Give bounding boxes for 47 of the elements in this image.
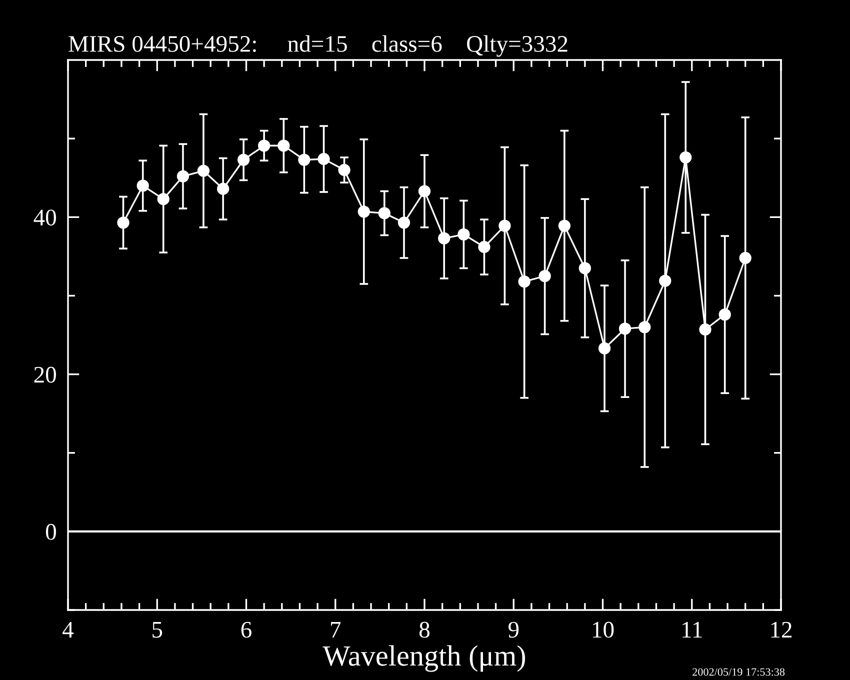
chart-title: MIRS 04450+4952: nd=15 class=6 Qlty=3332 — [68, 35, 568, 57]
x-tick-label: 12 — [771, 622, 792, 638]
point — [238, 154, 250, 166]
point — [278, 140, 290, 152]
x-tick-label: 6 — [241, 622, 252, 638]
x-tick-label: 11 — [682, 622, 702, 638]
y-tick-label: 20 — [34, 366, 56, 383]
x-tick-label: 7 — [331, 622, 341, 638]
point — [699, 323, 712, 336]
point — [378, 207, 390, 220]
point — [117, 216, 130, 229]
x-tick-label: 4 — [62, 622, 74, 638]
point — [157, 192, 170, 206]
point — [718, 308, 731, 321]
point — [398, 216, 410, 229]
point — [217, 182, 230, 195]
point — [659, 274, 672, 287]
point — [358, 206, 370, 218]
point — [558, 220, 570, 232]
point — [638, 321, 651, 334]
point — [739, 252, 752, 264]
point — [176, 170, 190, 182]
x-tick-label: 9 — [508, 622, 519, 638]
point — [578, 262, 591, 274]
point — [478, 240, 490, 254]
x-axis-title: Wavelength (μm) — [322, 645, 526, 672]
point — [458, 228, 470, 241]
point — [518, 275, 530, 288]
x-tick-label: 10 — [593, 622, 614, 638]
point — [498, 220, 511, 232]
x-tick-label: 5 — [152, 622, 162, 638]
point — [438, 232, 450, 244]
y-tick-label: 40 — [34, 210, 56, 226]
point — [418, 185, 431, 198]
point — [680, 151, 692, 164]
point — [197, 164, 210, 177]
point — [598, 342, 611, 354]
point — [338, 164, 350, 176]
text: 2002/05/19 17:53:38 — [692, 668, 785, 676]
y-tick-label: 0 — [46, 524, 56, 540]
point — [318, 152, 330, 166]
point — [136, 180, 149, 192]
point — [258, 140, 270, 152]
point — [298, 154, 310, 166]
x-tick-label: 8 — [419, 622, 430, 638]
point — [618, 322, 632, 335]
point — [538, 270, 551, 282]
